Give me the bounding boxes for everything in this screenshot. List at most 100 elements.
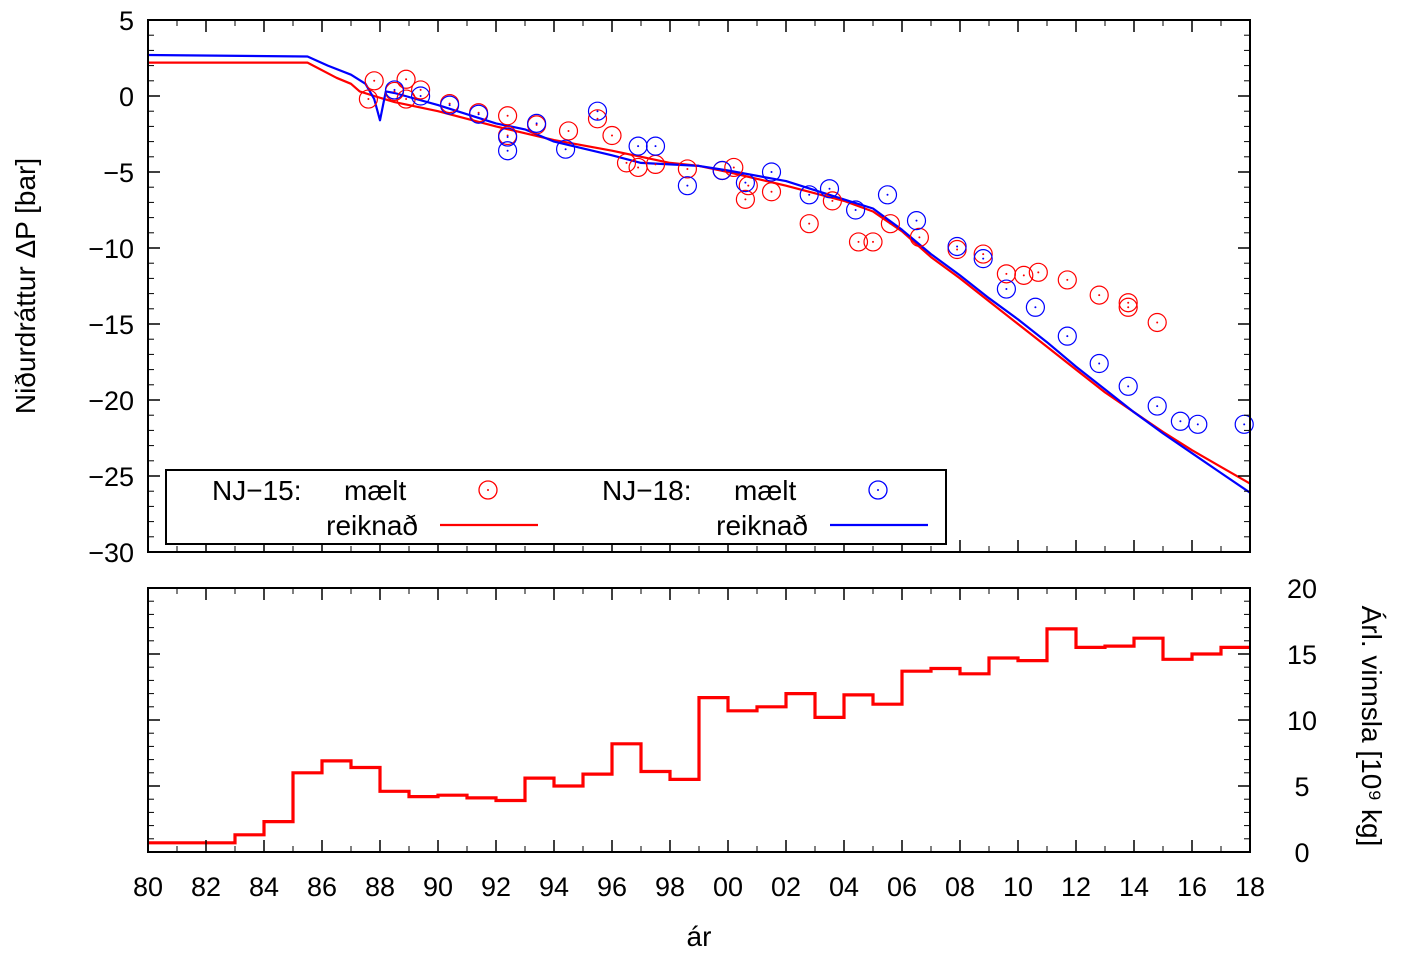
x-tick-label: 16 [1177,872,1207,902]
data-point-nj15-maelt [602,125,622,146]
data-point-center-nj18 [564,148,567,151]
data-point-nj15-maelt [498,106,518,126]
bottom-y-tick-label: 0 [1294,838,1309,868]
data-point-center-nj15 [770,190,773,193]
x-tick-label: 84 [249,872,279,902]
data-point-nj15-maelt [558,121,579,141]
x-tick-label: 10 [1003,872,1033,902]
legend-label-nj15: NJ−15: [212,475,302,506]
x-tick-label: 82 [191,872,221,902]
data-point-center-nj18 [654,145,657,148]
data-point-center-nj18 [686,184,689,187]
data-point-center-nj18 [1066,335,1069,338]
data-point-center-nj15 [889,222,892,225]
x-tick-label: 08 [945,872,975,902]
series-line-nj18-reiknad [147,53,1251,494]
top-y-tick-label: 0 [119,82,134,112]
data-point-nj15-maelt [1014,265,1034,285]
data-point-nj18-maelt [735,173,756,193]
x-tick-label: 06 [887,872,917,902]
data-point-nj18-maelt [411,86,431,106]
data-point-center-nj15 [405,98,408,101]
data-point-nj15-maelt [863,232,883,252]
x-tick-label: 86 [307,872,337,902]
x-tick-label: 92 [481,872,511,902]
data-point-nj18-maelt [1057,326,1077,346]
data-point-center-nj18 [828,187,831,190]
data-point-center-nj18 [808,193,811,196]
data-point-nj18-maelt [587,101,608,121]
bottom-panel: 0 5 10 15 20 80 82 84 86 88 90 92 94 96 98 00 02 04 06 08 10… [133,574,1387,952]
data-point-center-nj15 [857,240,860,243]
data-point-center-nj15 [872,240,874,243]
x-tick-label: 80 [133,872,163,902]
data-point-center-nj18 [1243,423,1246,426]
x-tick-label: 12 [1061,872,1091,902]
data-point-nj18-maelt [845,200,866,220]
data-point-nj15-maelt [799,214,819,234]
x-tick-label: 94 [539,872,569,902]
data-point-nj15-maelt [738,176,758,196]
data-point-nj18-maelt [1089,353,1109,374]
top-y-tick-label: −20 [88,386,134,416]
data-point-nj18-maelt [996,279,1017,299]
data-point-center-nj15 [506,134,509,137]
data-point-nj15-maelt [1028,262,1048,282]
data-point-center-nj18 [982,257,985,260]
data-point-center-nj15 [732,166,735,169]
data-point-center-nj15 [373,79,376,82]
data-point-nj18-maelt [469,104,489,124]
data-point-center-nj15 [1066,278,1069,281]
top-y-tick-label: −25 [88,462,134,492]
legend-label-nj18: NJ−18: [602,475,692,506]
data-point-nj18-maelt [526,113,547,133]
top-plot-frame [147,19,1251,553]
legend-label-nj18-reiknad: reiknað [716,510,808,541]
legend-marker-nj18-center [877,489,879,491]
data-point-center-nj15 [477,111,480,114]
data-point-center-nj15 [567,129,570,132]
data-point-center-nj15 [1005,272,1008,275]
bottom-y-tick-label: 10 [1287,706,1317,736]
data-point-nj18-maelt [1188,414,1208,434]
data-point-center-nj15 [448,102,451,105]
legend-box [165,469,947,545]
x-tick-label: 04 [829,872,859,902]
bottom-y-tick-label: 20 [1287,574,1317,604]
data-point-nj18-maelt [819,179,840,199]
data-point-center-nj15 [393,90,396,93]
data-point-nj15-maelt [364,71,384,91]
data-point-center-nj18 [506,149,509,152]
data-point-center-nj18 [854,209,857,211]
data-point-nj18-maelt [973,249,993,269]
data-point-nj15-maelt [677,159,698,179]
data-point-nj15-maelt [724,157,744,178]
data-point-nj18-maelt [677,176,698,196]
data-point-nj18-maelt [712,160,732,181]
data-point-nj18-maelt [498,141,518,161]
data-point-center-nj15 [1156,321,1159,324]
data-point-center-nj15 [747,184,750,187]
data-point-center-nj15 [1127,306,1130,309]
top-y-tick-label: −30 [88,538,134,568]
x-tick-label: 98 [655,872,685,902]
data-point-nj18-maelt [1118,376,1138,396]
x-tick-label: 96 [597,872,627,902]
data-point-center-nj18 [1005,288,1008,291]
data-point-center-nj15 [1127,301,1130,304]
data-point-nj15-maelt [358,89,378,109]
data-point-center-nj18 [1098,362,1101,365]
data-point-center-nj15 [611,134,613,137]
data-point-center-nj15 [535,123,538,126]
data-point-nj18-maelt [1147,396,1167,416]
data-point-center-nj15 [1037,271,1040,274]
legend-marker-nj18-maelt [868,480,888,500]
data-point-center-nj15 [405,78,408,81]
top-y-tick-label: −15 [88,310,134,340]
data-point-center-nj15 [1098,294,1101,297]
data-point-nj15-maelt [1057,270,1077,290]
data-point-nj15-maelt [411,80,431,100]
data-point-nj15-maelt [1089,285,1109,305]
data-point-nj15-maelt [616,153,637,173]
data-point-nj18-maelt [645,136,666,156]
